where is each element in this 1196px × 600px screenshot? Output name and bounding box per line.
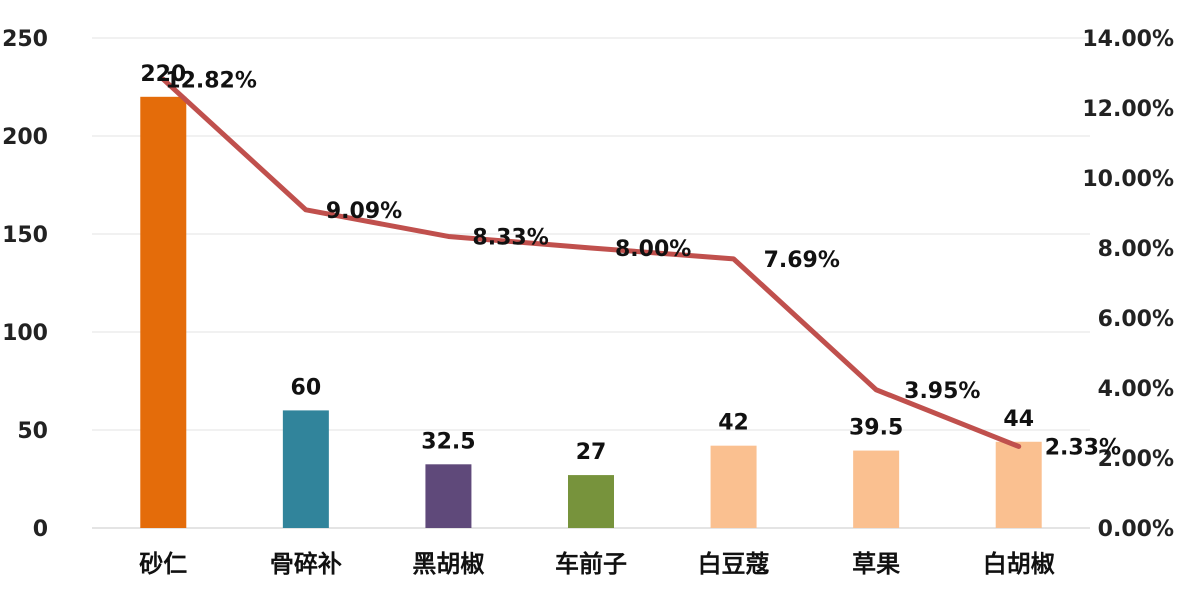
category-labels: 砂仁 骨碎补 黑胡椒 车前子 白豆蔻 草果 白胡椒 bbox=[139, 550, 1054, 578]
bar-value-labels: 220 60 32.5 27 42 39.5 44 bbox=[140, 62, 1034, 465]
line-value-label: 7.69% bbox=[764, 248, 840, 273]
bar-series bbox=[140, 96, 1042, 529]
line-value-label: 12.82% bbox=[165, 68, 257, 93]
right-axis-tick-label: 4.00% bbox=[1098, 377, 1174, 402]
category-label: 白豆蔻 bbox=[698, 550, 770, 578]
bar-value-label: 32.5 bbox=[421, 429, 475, 454]
line-point bbox=[161, 77, 166, 82]
left-axis-tick-label: 150 bbox=[2, 223, 48, 248]
bar-value-label: 220 bbox=[140, 62, 186, 87]
right-axis-tick-label: 6.00% bbox=[1098, 307, 1174, 332]
line-value-labels: 12.82% 9.09% 8.33% 8.00% 7.69% 3.95% 2.33% bbox=[165, 68, 1121, 460]
line-value-label: 8.33% bbox=[472, 225, 548, 250]
left-axis-tick-label: 50 bbox=[17, 419, 48, 444]
line-point bbox=[446, 234, 451, 239]
left-axis-tick-label: 250 bbox=[2, 27, 48, 52]
bar-value-label: 39.5 bbox=[849, 416, 903, 441]
left-axis-tick-label: 100 bbox=[2, 321, 48, 346]
right-axis-tick-label: 0.00% bbox=[1098, 517, 1174, 542]
line-point bbox=[304, 208, 308, 212]
bar-value-label: 42 bbox=[718, 411, 749, 436]
line-point bbox=[589, 246, 593, 250]
category-label: 车前子 bbox=[555, 550, 627, 578]
line-value-label: 2.33% bbox=[1045, 435, 1121, 460]
line-value-label: 9.09% bbox=[326, 199, 402, 224]
gridlines bbox=[92, 37, 1090, 529]
line-point bbox=[874, 387, 878, 392]
bar-value-label: 27 bbox=[576, 440, 607, 465]
bar-1 bbox=[140, 96, 187, 529]
line-point bbox=[731, 257, 736, 261]
right-axis: 0.00% 2.00% 4.00% 6.00% 8.00% 10.00% 12.00% 14.… bbox=[1082, 27, 1174, 542]
right-axis-tick-label: 10.00% bbox=[1082, 167, 1174, 192]
right-axis-tick-label: 12.00% bbox=[1082, 97, 1174, 122]
category-label: 黑胡椒 bbox=[412, 550, 484, 578]
bar-3 bbox=[425, 464, 472, 528]
category-label: 骨碎补 bbox=[270, 550, 342, 578]
bar-5 bbox=[710, 445, 757, 528]
bar-2 bbox=[282, 410, 329, 528]
left-axis-tick-label: 0 bbox=[33, 517, 48, 542]
bar-4 bbox=[568, 475, 614, 528]
category-label: 草果 bbox=[852, 550, 900, 578]
right-axis-tick-label: 2.00% bbox=[1098, 447, 1174, 472]
bar-value-label: 60 bbox=[291, 375, 322, 400]
line-point bbox=[1016, 444, 1021, 449]
line-value-label: 3.95% bbox=[904, 379, 980, 404]
category-label: 砂仁 bbox=[139, 550, 187, 578]
line-series bbox=[160, 76, 1022, 449]
right-axis-tick-label: 8.00% bbox=[1098, 237, 1174, 262]
left-axis: 0 50 100 150 200 250 bbox=[2, 27, 48, 542]
line-value-label: 8.00% bbox=[615, 237, 691, 262]
bar-7 bbox=[995, 441, 1042, 528]
bar-6 bbox=[853, 450, 900, 528]
left-axis-tick-label: 200 bbox=[2, 125, 48, 150]
category-label: 白胡椒 bbox=[983, 550, 1055, 578]
right-axis-tick-label: 14.00% bbox=[1082, 27, 1174, 52]
bar-value-label: 44 bbox=[1003, 407, 1034, 432]
